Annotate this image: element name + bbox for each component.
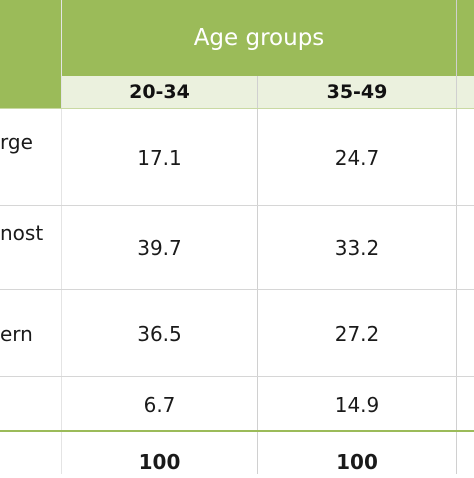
cell-r3-c1: 36.5 <box>137 322 182 346</box>
subheader-band <box>62 76 474 108</box>
cell-r2-c2: 33.2 <box>334 236 380 260</box>
grid-hline-3 <box>0 289 474 290</box>
total-c1: 100 <box>138 450 181 474</box>
grid-vline-2 <box>257 76 258 474</box>
grid-hline-2 <box>0 205 474 206</box>
cell-r4-c1: 6.7 <box>143 393 176 417</box>
header-right-block <box>457 0 474 76</box>
cell-r1-c2: 24.7 <box>334 146 380 170</box>
grid-vline-1 <box>61 0 62 474</box>
grid-hline-4 <box>0 376 474 377</box>
header-left-block <box>0 0 61 108</box>
col-header-35-49: 35-49 <box>326 81 388 103</box>
age-groups-header: Age groups <box>193 25 325 51</box>
cell-r3-c2: 27.2 <box>334 322 380 346</box>
total-c2: 100 <box>336 450 378 474</box>
cell-r2-c1: 39.7 <box>137 236 182 260</box>
row-label-3: ern <box>0 322 33 346</box>
cell-r4-c2: 14.9 <box>334 393 380 417</box>
row-label-1: rge <box>0 130 33 154</box>
cell-r1-c1: 17.1 <box>137 146 182 170</box>
row-label-2: nost <box>0 221 44 245</box>
header-group-block <box>62 0 456 76</box>
grid-vline-3 <box>456 0 457 474</box>
grid-hline-1 <box>0 108 474 109</box>
total-separator-line <box>0 430 474 432</box>
col-header-20-34: 20-34 <box>129 81 190 103</box>
